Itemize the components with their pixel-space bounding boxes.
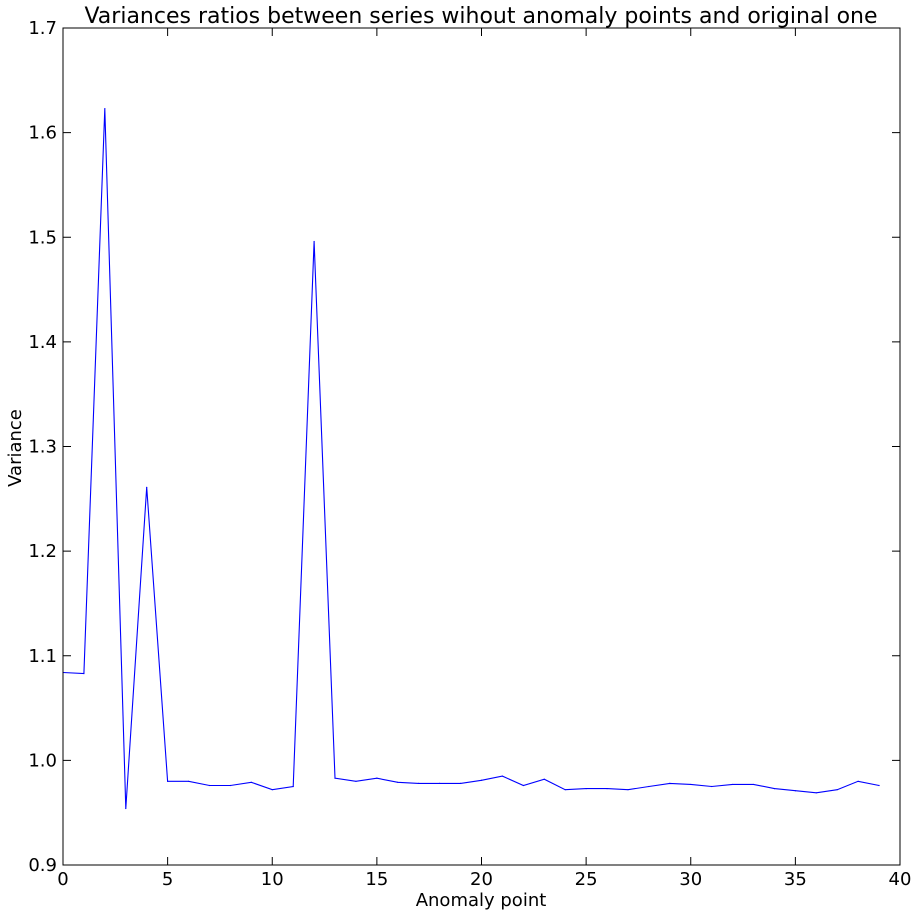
data-point [627,789,629,791]
series-line [62,108,880,809]
data-point [815,792,817,794]
plot-area [62,107,880,810]
y-tick-label: 1.7 [28,18,57,39]
data-point [439,782,441,784]
y-tick-label: 1.3 [28,437,57,458]
data-point [585,788,587,790]
y-tick-label: 1.6 [28,123,57,144]
data-point [459,782,462,784]
data-point [711,785,713,788]
data-point [334,777,336,779]
data-point [250,781,252,783]
data-point [522,784,524,787]
x-tick-label: 10 [261,869,284,890]
x-tick-label: 25 [575,869,598,890]
data-point [480,779,483,781]
y-tick-label: 1.1 [28,646,57,667]
x-axis-label: Anomaly point [416,890,547,911]
data-point [355,780,357,782]
y-tick-label: 1.0 [28,750,57,771]
y-axis-label: Variance [5,409,26,487]
data-point [83,672,85,675]
data-point [501,775,504,777]
data-point [690,783,692,786]
x-tick-label: 30 [679,869,702,890]
data-point [167,780,169,782]
data-point [397,781,399,783]
data-point [146,486,148,488]
data-point [857,780,859,782]
data-point [752,783,755,786]
data-point [669,782,671,784]
x-tick-label: 5 [162,869,173,890]
plot-frame [62,27,901,866]
x-tick-label: 0 [57,869,68,890]
data-point [208,784,211,787]
data-point [418,782,420,784]
data-point [543,778,545,780]
data-point [313,240,315,243]
data-point [606,788,608,790]
data-point [376,777,378,779]
data-point [732,783,734,786]
y-tick-label: 1.4 [28,332,57,353]
x-tick-label: 20 [470,869,493,890]
data-point [836,789,838,791]
x-tick-label: 40 [889,869,912,890]
ticks: 0 5 10 15 20 25 30 35 40 0.9 1.0 1.1 1.2 1.3 1.4 1.5 1.6… [28,18,911,890]
data-point [104,107,106,110]
data-point [229,784,231,787]
data-point [878,784,880,787]
data-point [271,789,273,791]
y-tick-label: 1.5 [28,227,57,248]
x-tick-label: 35 [784,869,807,890]
data-point [292,785,294,788]
y-tick-label: 0.9 [28,855,57,876]
x-tick-label: 15 [365,869,388,890]
data-point [773,788,776,790]
chart-title: Variances ratios between series wihout a… [84,4,877,29]
data-point [187,780,190,782]
data-point [794,790,796,792]
data-point [648,785,650,788]
data-point [564,789,566,791]
y-tick-label: 1.2 [28,541,57,562]
data-point [125,807,127,810]
